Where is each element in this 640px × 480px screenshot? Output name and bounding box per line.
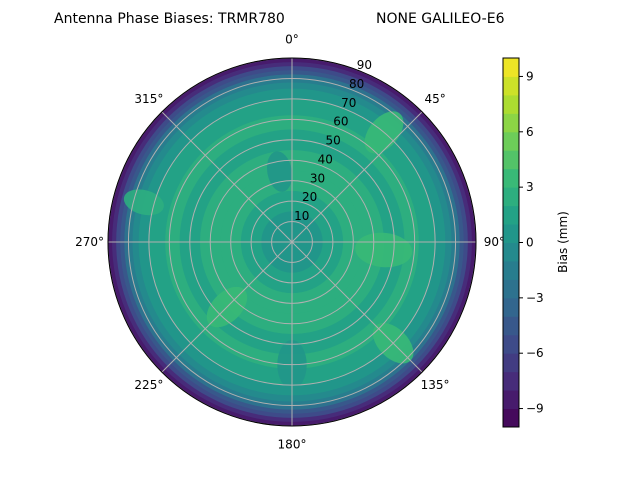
colorbar-segment	[503, 390, 519, 410]
colorbar-segment	[503, 371, 519, 391]
radial-tick-labels: 10 20 30 40 50 60 70 80 90	[294, 58, 372, 223]
colorbar-segment	[503, 242, 519, 262]
colorbar-tick-label: 6	[526, 125, 534, 139]
colorbar-tick-label: −9	[526, 402, 544, 416]
colorbar-label: Bias (mm)	[556, 211, 570, 273]
colorbar-segment	[503, 297, 519, 317]
colorbar-segment	[503, 150, 519, 170]
polar-frame	[107, 57, 477, 427]
angular-tick-label: 180°	[278, 437, 307, 451]
angular-tick-label: 135°	[421, 378, 450, 392]
colorbar-segment	[503, 205, 519, 225]
colorbar-segment	[503, 76, 519, 96]
radial-tick-label: 10	[294, 209, 309, 223]
colorbar-tick-label: 0	[526, 236, 534, 250]
angular-gridline	[291, 111, 423, 243]
radial-tick-label: 50	[325, 134, 340, 148]
radial-tick-label: 20	[302, 190, 317, 204]
angular-gridline	[291, 241, 423, 373]
colorbar-segment	[503, 94, 519, 114]
radial-tick-label: 80	[349, 77, 364, 91]
chart-title-left: Antenna Phase Biases: TRMR780	[54, 11, 285, 27]
contour-patch	[266, 151, 293, 192]
angular-tick-label: 225°	[134, 378, 163, 392]
colorbar-segment	[503, 408, 519, 428]
angular-tick-label: 315°	[134, 92, 163, 106]
colorbar-tick-label: −6	[526, 346, 544, 360]
angular-tick-label: 270°	[75, 235, 104, 249]
contour-patch	[123, 189, 164, 216]
colorbar-segment	[503, 113, 519, 133]
colorbar: −9 −6 −3 0 3 6 9	[502, 57, 544, 428]
colorbar-segment	[503, 131, 519, 151]
colorbar-segment	[503, 168, 519, 188]
radial-tick-label: 70	[341, 96, 356, 110]
colorbar-segment	[503, 334, 519, 354]
angular-gridline	[161, 111, 293, 243]
colorbar-segment	[503, 279, 519, 299]
radial-tick-label: 40	[318, 152, 333, 166]
colorbar-tick-label: 9	[526, 69, 534, 83]
angular-tick-label: 0°	[285, 33, 299, 47]
colorbar-segment	[503, 224, 519, 243]
angular-tick-label: 45°	[424, 92, 445, 106]
colorbar-tick-label: 3	[526, 180, 534, 194]
radial-tick-label: 60	[333, 115, 348, 129]
polar-grid	[107, 57, 477, 427]
colorbar-segment	[503, 260, 519, 280]
colorbar-tick-label: −3	[526, 291, 544, 305]
angular-tick-label: 90°	[484, 235, 505, 249]
radial-tick-label: 90	[357, 58, 372, 72]
colorbar-segment	[503, 58, 519, 77]
angular-gridline	[161, 241, 293, 373]
chart-title-right: NONE GALILEO-E6	[376, 11, 505, 27]
contour-patch	[355, 232, 413, 268]
angular-tick-labels: 0° 45° 90° 135° 180° 225° 270° 315°	[75, 33, 505, 452]
colorbar-segment	[503, 187, 519, 207]
colorbar-segment	[503, 353, 519, 373]
colorbar-segment	[503, 316, 519, 336]
radial-tick-label: 30	[310, 171, 325, 185]
